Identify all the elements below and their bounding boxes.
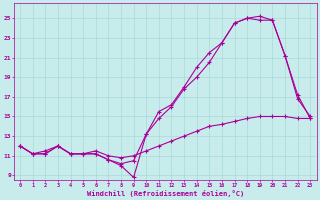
X-axis label: Windchill (Refroidissement éolien,°C): Windchill (Refroidissement éolien,°C) (86, 190, 244, 197)
